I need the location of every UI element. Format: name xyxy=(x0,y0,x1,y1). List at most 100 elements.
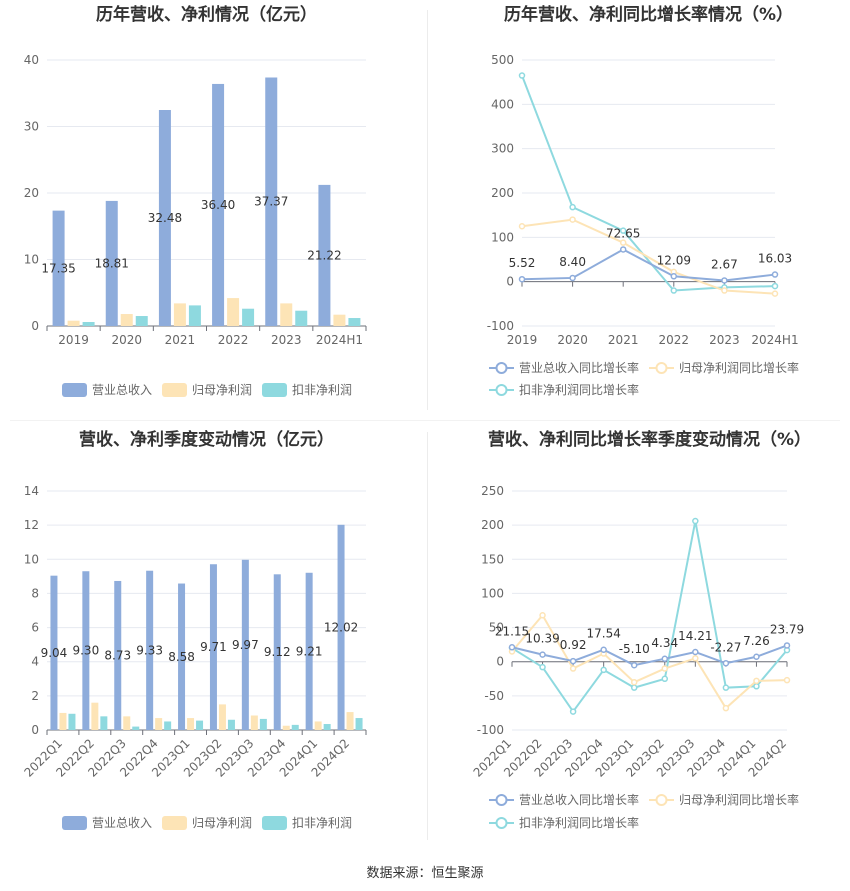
y-tick-label: 300 xyxy=(491,142,514,156)
series-point xyxy=(539,663,546,671)
y-tick-label: 0 xyxy=(31,319,39,333)
bar-parent-profit xyxy=(123,716,131,730)
data-label: 7.26 xyxy=(743,634,770,648)
legend-marker xyxy=(495,794,508,806)
data-label: 16.03 xyxy=(758,252,792,266)
bar-revenue xyxy=(305,572,313,730)
series-point xyxy=(539,612,546,619)
data-label: 14.21 xyxy=(678,629,712,643)
y-tick-label: 40 xyxy=(24,53,39,67)
legend-marker xyxy=(495,817,508,829)
data-label: 5.52 xyxy=(509,256,536,270)
bar-revenue xyxy=(105,200,118,326)
chart-title: 历年营收、净利情况（亿元） xyxy=(96,4,317,25)
y-tick-label: 10 xyxy=(24,552,39,566)
data-label: 36.40 xyxy=(201,198,235,212)
legend-label: 扣非净利润同比增长率 xyxy=(519,815,639,830)
series-point xyxy=(661,655,669,663)
bar-parent-profit xyxy=(173,303,186,326)
legend-swatch xyxy=(62,816,87,830)
bar-parent-profit xyxy=(282,725,290,730)
y-tick-label: 6 xyxy=(31,621,39,635)
series-point xyxy=(569,274,576,282)
series-line xyxy=(511,613,788,710)
data-label: 9.30 xyxy=(72,644,99,658)
bar-deducted-profit xyxy=(68,713,76,730)
data-label: 12.09 xyxy=(657,253,691,267)
chart-title: 营收、净利同比增长率季度变动情况（%） xyxy=(488,429,811,450)
x-tick-label: 2022 xyxy=(659,333,690,347)
legend-label: 归母净利润同比增长率 xyxy=(679,360,799,375)
series-point xyxy=(569,203,576,211)
data-label: 23.79 xyxy=(770,622,804,636)
chart-title: 历年营收、净利同比增长率情况（%） xyxy=(504,4,793,25)
quarterly-growth-rate-chart: 营收、净利同比增长率季度变动情况（%） -100 -50 0 50 100 150 200 25… xyxy=(471,429,811,830)
legend-label: 营业总收入同比增长率 xyxy=(519,792,639,807)
series-point xyxy=(783,676,791,684)
y-tick-label: 0 xyxy=(496,655,504,669)
series-point xyxy=(771,290,779,297)
series-point xyxy=(753,677,760,685)
bar-revenue xyxy=(82,571,90,730)
bar-revenue xyxy=(241,559,249,730)
y-tick-label: -100 xyxy=(477,723,504,737)
series-point xyxy=(569,665,577,672)
y-tick-label: 30 xyxy=(24,120,39,134)
series-point xyxy=(670,287,678,294)
y-tick-label: 250 xyxy=(481,484,504,498)
data-label: 8.58 xyxy=(168,650,195,664)
bar-revenue xyxy=(146,570,154,730)
bar-revenue xyxy=(114,580,122,730)
legend-swatch xyxy=(162,383,187,397)
data-label: 8.40 xyxy=(559,255,586,269)
bar-deducted-profit xyxy=(196,720,204,730)
legend-marker xyxy=(495,362,508,374)
bar-deducted-profit xyxy=(188,305,201,326)
data-label: 21.15 xyxy=(495,624,529,638)
series-point xyxy=(630,678,638,686)
legend-label: 扣非净利润同比增长率 xyxy=(519,382,639,397)
series-line xyxy=(521,75,776,292)
y-tick-label: 100 xyxy=(481,586,504,600)
series-line xyxy=(511,644,788,667)
x-tick-label: 2023 xyxy=(709,333,740,347)
legend-marker xyxy=(655,362,668,374)
series-point xyxy=(721,287,728,294)
bar-parent-profit xyxy=(227,298,240,326)
bar-deducted-profit xyxy=(295,310,308,326)
series-point xyxy=(518,275,526,283)
vertical-divider-top xyxy=(427,10,428,410)
legend-marker xyxy=(495,384,508,396)
data-label: 9.21 xyxy=(296,644,323,658)
legend-swatch xyxy=(162,816,187,830)
bar-revenue xyxy=(52,210,65,326)
bar-parent-profit xyxy=(120,314,133,326)
series-point xyxy=(721,277,728,284)
y-tick-label: 0 xyxy=(31,723,39,737)
bar-revenue xyxy=(337,524,345,730)
series-point xyxy=(692,648,699,656)
data-label: 32.48 xyxy=(148,211,182,225)
data-label: -2.27 xyxy=(710,640,741,654)
y-tick-label: 4 xyxy=(31,655,39,669)
bar-deducted-profit xyxy=(355,718,363,730)
data-source-note: 数据来源：恒生聚源 xyxy=(366,866,484,881)
series-point xyxy=(569,216,576,223)
bar-revenue xyxy=(318,184,331,326)
y-tick-label: 14 xyxy=(24,484,39,498)
series-point xyxy=(619,239,627,246)
series-point xyxy=(619,227,627,234)
series-point xyxy=(661,665,669,672)
series-point xyxy=(508,644,516,651)
bar-revenue xyxy=(212,83,225,326)
y-tick-label: 400 xyxy=(491,97,514,111)
bar-revenue xyxy=(209,564,217,730)
series-point xyxy=(771,271,779,278)
bar-deducted-profit xyxy=(135,316,148,326)
vertical-divider-bottom xyxy=(427,432,428,840)
y-tick-label: 150 xyxy=(481,552,504,566)
data-label: 21.22 xyxy=(307,248,341,262)
series-point xyxy=(630,684,638,691)
data-label: 72.65 xyxy=(606,226,640,240)
data-label: -5.10 xyxy=(619,642,650,656)
